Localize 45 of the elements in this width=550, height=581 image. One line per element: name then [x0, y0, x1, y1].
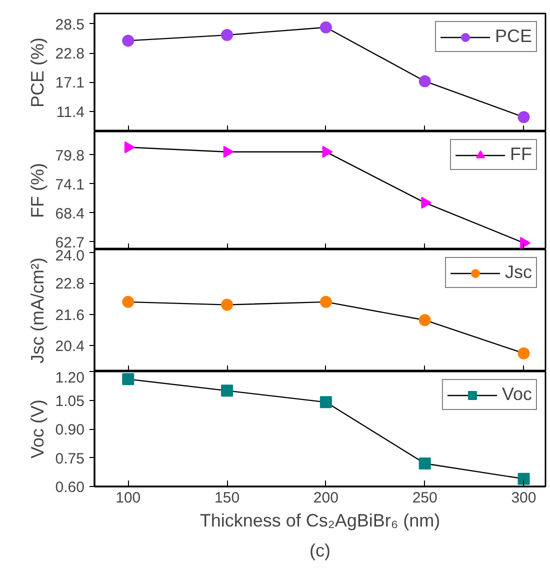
y-tick-label: 0.60: [55, 479, 85, 496]
x-axis-title: Thickness of Cs₂AgBiBr₆ (nm): [200, 510, 440, 530]
point: [221, 29, 234, 42]
x-tick-label: 200: [313, 490, 338, 506]
y-tick-label: 22.8: [55, 276, 85, 293]
point: [418, 75, 431, 88]
y-tick-label: 20.4: [55, 338, 85, 356]
point: [122, 373, 134, 386]
y-tick-label: 74.1: [55, 176, 85, 194]
point: [320, 21, 332, 34]
point: [520, 236, 531, 249]
y-tick-label: 0.90: [55, 422, 85, 438]
y-axis-title: PCE (%): [27, 37, 48, 108]
x-tick-label: 150: [214, 490, 240, 506]
point: [124, 141, 135, 154]
y-tick-label: 28.5: [55, 16, 85, 34]
x-tick-label: 100: [116, 490, 141, 506]
y-tick-label: 1.05: [55, 392, 85, 410]
point: [518, 111, 530, 124]
legend-label: FF: [510, 144, 532, 165]
point: [320, 396, 332, 408]
point: [122, 34, 134, 47]
y-tick-label: 17.1: [55, 74, 85, 92]
point: [421, 196, 432, 209]
y-axis-title: Jsc (mA/cm²): [27, 258, 48, 364]
y-tick-label: 21.6: [55, 306, 85, 324]
x-tick-label: 300: [511, 490, 536, 506]
legend-label: PCE: [494, 26, 532, 47]
point: [418, 458, 431, 470]
point: [322, 146, 333, 158]
y-tick-label: 11.4: [56, 104, 85, 121]
point: [518, 472, 530, 485]
legend-label: Voc: [502, 384, 532, 405]
y-tick-label: 22.8: [55, 46, 85, 63]
legend-label: Jsc: [505, 262, 532, 283]
point: [223, 146, 234, 158]
x-tick-label: 250: [412, 490, 438, 506]
y-axis-title: Voc (V): [27, 399, 48, 459]
point: [221, 384, 234, 397]
y-tick-label: 68.4: [55, 205, 85, 222]
y-tick-label: 79.8: [55, 147, 85, 164]
text: (c): [310, 540, 331, 560]
y-tick-label: 0.75: [55, 450, 85, 468]
y-axis-title: FF (%): [27, 163, 48, 218]
y-tick-label: 1.20: [55, 370, 85, 386]
